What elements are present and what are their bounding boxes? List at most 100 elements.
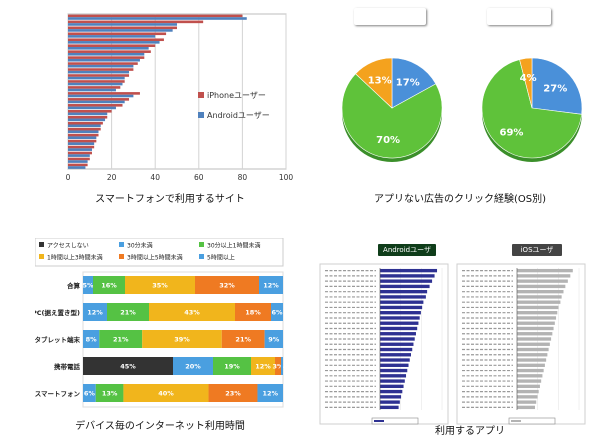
app-bar [517,353,548,357]
stack-segment [235,303,271,321]
bar-iphone [68,86,121,89]
apps-android-title: Androidユーザ [378,244,436,256]
bar-iphone [68,157,90,161]
bar-android [68,64,134,68]
category-label: 合算 [66,281,81,290]
app-bar [517,300,561,304]
legend-label: 3時間以上5時間未満 [127,254,183,262]
pie-slice-label: 17% [396,77,420,88]
stack-segment [83,384,96,402]
stack-segment [257,384,283,402]
bar-iphone [68,32,167,36]
segment-label: 21% [120,309,136,317]
legend-swatch [198,92,204,98]
bar-android [68,94,134,98]
sites-caption: スマートフォンで利用するサイト [95,194,245,205]
stack-segment [95,384,124,402]
app-bar [380,358,410,362]
legend-label: 1時間以上3時間未満 [47,254,103,262]
stack-segment [213,357,251,375]
bar-iphone [68,26,177,30]
legend-label: 30分以上1時間未満 [207,242,260,250]
stack-segment [93,276,125,294]
bar-iphone [68,14,243,18]
app-bar [517,332,553,336]
segment-label: 19% [224,363,240,371]
bar-android [68,76,125,80]
sites-chart: 0 20 40 60 80 100 iPhoneユーザー Androidユーザー [66,13,293,182]
ad-click-pies: 17% 70% 13% 27% 69% 4% [341,57,583,162]
app-bar [517,268,573,273]
app-bar [517,405,535,410]
bar-android [68,58,140,62]
stack-segment [125,276,195,294]
legend-label: Androidユーザー [207,111,270,120]
app-bar [380,279,433,283]
bar-android [68,82,123,86]
stack-segment [149,303,235,321]
app-bar [380,332,416,336]
app-bar [517,389,539,394]
bar-iphone [68,139,97,143]
app-bar [517,384,540,389]
segment-label: 32% [219,282,235,290]
bar-android [68,100,125,104]
segment-label: 43% [184,309,200,317]
segment-label: 13% [102,390,118,398]
segment-label: 39% [174,336,190,344]
stack-segment [173,357,213,375]
app-bar [380,353,411,357]
device-time-caption: デバイス毎のインターネット利用時間 [75,421,245,432]
bar-iphone [68,133,99,137]
app-bar [517,374,543,378]
segment-label: 12% [263,282,279,290]
bar-android [68,29,173,32]
bar-android [68,124,101,128]
app-bar [517,342,550,346]
bar-iphone [68,20,204,24]
bar-iphone [68,80,125,83]
app-bar [517,311,558,315]
app-bar [517,395,538,399]
segment-label: 16% [101,282,117,290]
app-bar [517,316,557,320]
bar-android [68,35,156,38]
bar-android [68,112,108,116]
app-bar [517,400,537,404]
legend-swatch [511,420,521,422]
pie-slice-label: 69% [500,127,524,138]
app-bar [517,295,562,299]
stack-segment [264,330,283,348]
segment-label: 9% [268,336,280,344]
bar-iphone [68,151,92,155]
app-bar [517,284,566,289]
segment-label: 3% [272,363,284,371]
stack-segment [83,276,93,294]
bar-iphone [68,68,134,71]
legend-swatch [199,242,204,247]
app-bar [380,368,408,373]
app-bar [517,337,552,341]
apps-chart [319,263,586,425]
stack-segment [275,357,281,375]
legend-swatch [39,242,44,247]
app-bar [517,321,555,325]
bar-android [68,118,106,122]
bar-iphone [68,121,103,125]
android-pie-title: Androidユーザ [354,8,426,25]
bar-iphone [68,127,101,131]
sites-chart-panel: 0 20 40 60 80 100 iPhoneユーザー Androidユーザー [35,8,297,188]
bar-iphone [68,145,95,149]
bar-android [68,106,116,110]
app-bar [380,379,405,383]
category-label: PC(据え置き型) [35,308,80,317]
app-bar [517,289,564,294]
bar-android [68,17,247,20]
segment-label: 8% [86,336,98,344]
app-bar [517,347,549,352]
stack-segment [251,357,275,375]
pie-slice-label: 13% [368,76,392,87]
stack-segment [281,357,283,375]
bar-iphone [68,56,145,59]
app-bar [380,295,426,299]
